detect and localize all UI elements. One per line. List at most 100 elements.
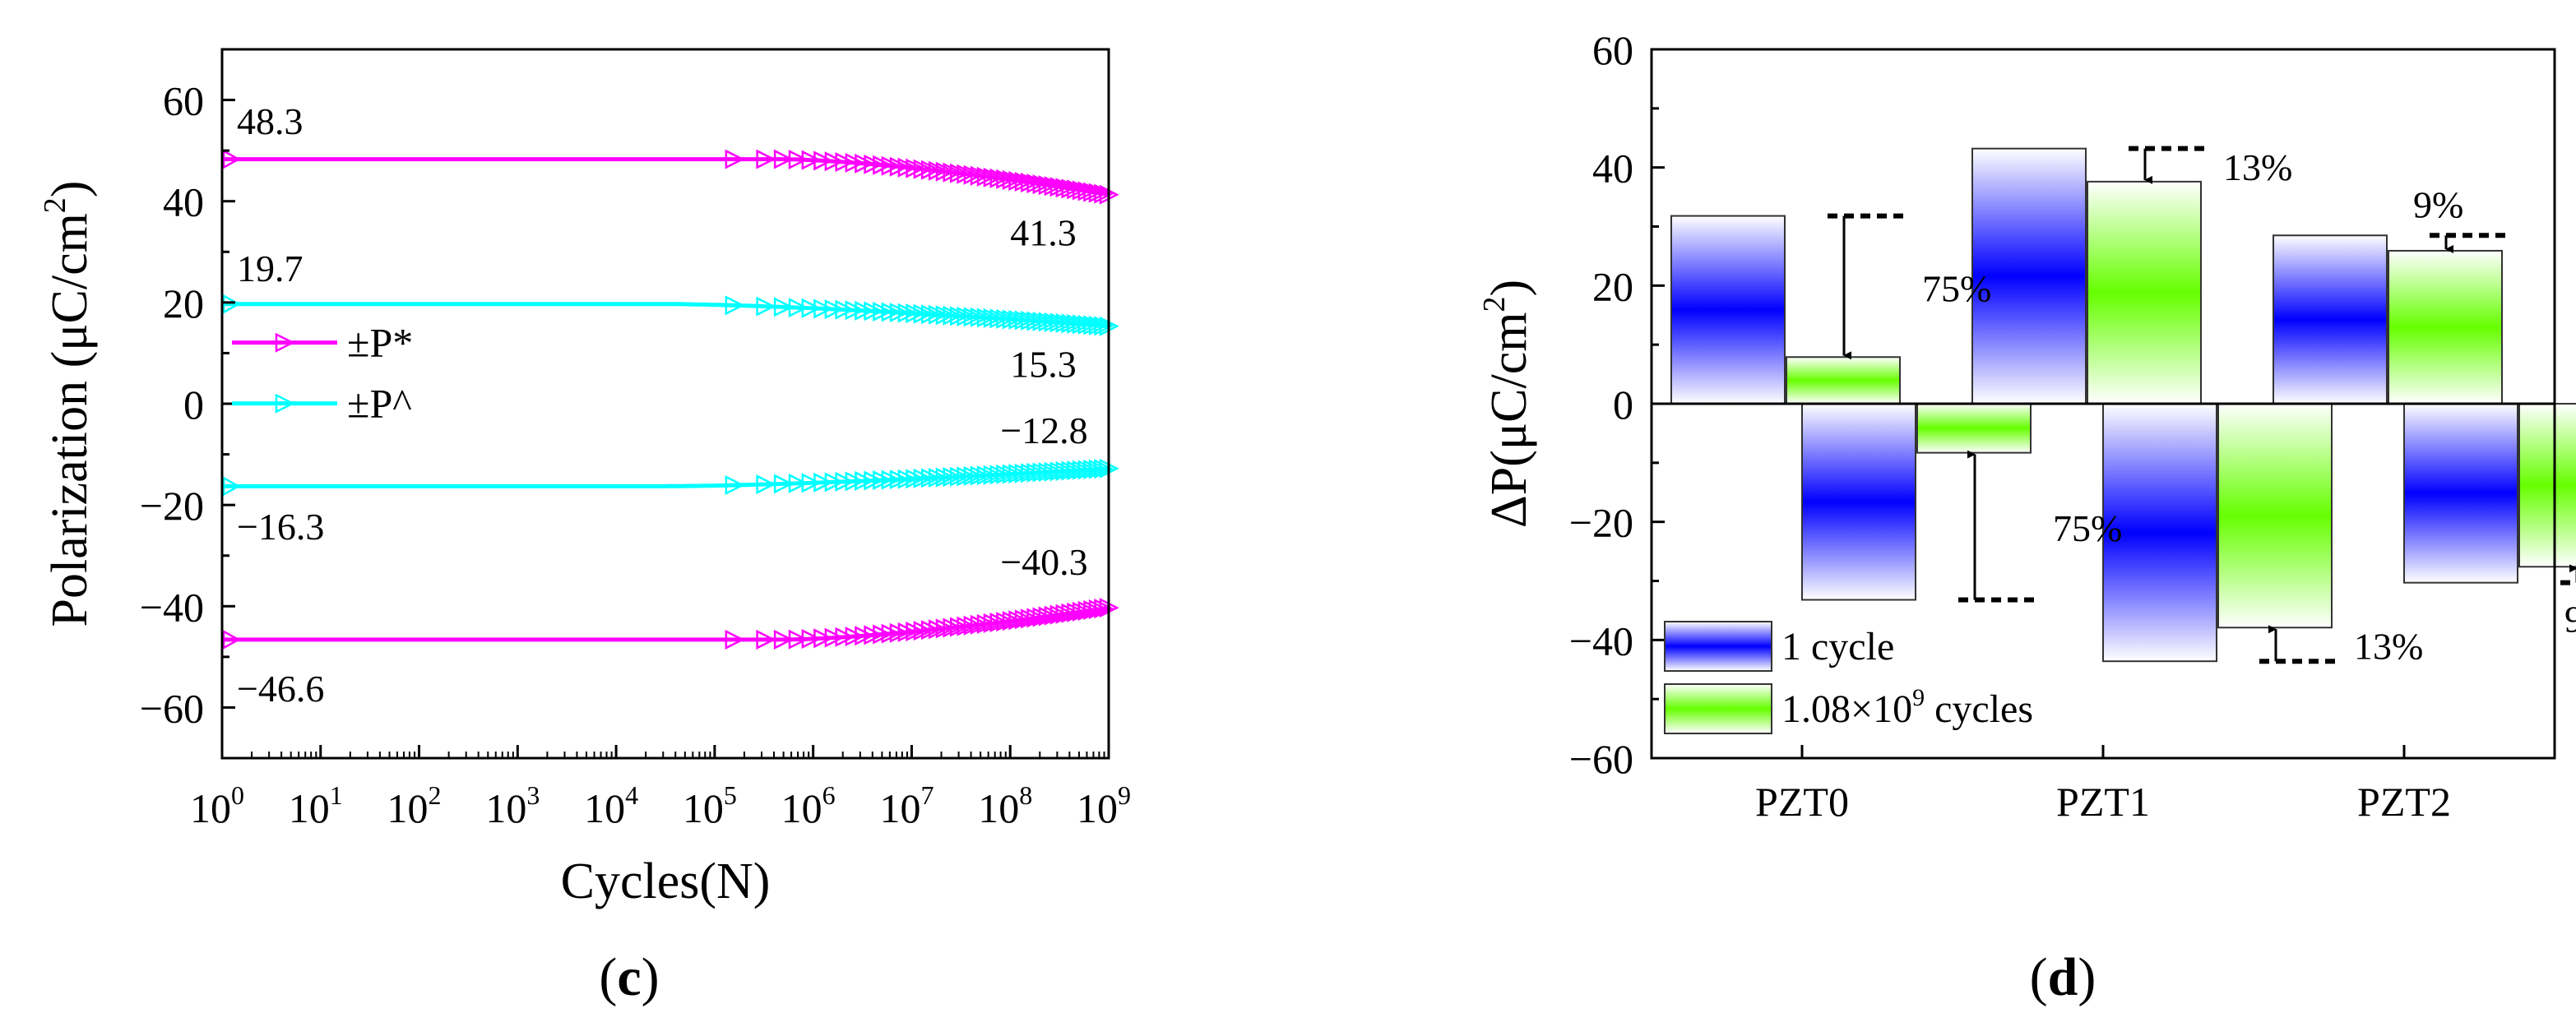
series-marker-c-2 [935,467,956,488]
series-marker-c-1 [1067,313,1087,334]
series-marker-c-2 [1026,462,1047,483]
series-marker-c-0 [957,164,977,184]
series-marker-c-3 [1032,607,1053,627]
series-marker-c-2 [996,464,1017,484]
series-marker-c-3 [1061,603,1082,623]
series-marker-c-1 [1032,311,1053,331]
series-marker-c-1 [1049,312,1070,333]
series-marker-c-1 [963,307,984,327]
series-marker-c-0 [725,149,745,169]
legend-c: ±P* ±P^ [232,320,413,427]
series-marker-c-3 [1044,605,1064,626]
series-marker-c-0 [1077,181,1098,201]
series-marker-c-1 [970,307,990,327]
series-marker-c-3 [773,629,794,650]
value-annotation-c: −40.3 [1000,541,1087,583]
x-tick-label-d: PZT0 [1755,779,1849,825]
series-marker-c-1 [1008,309,1029,330]
series-marker-c-2 [1083,459,1104,479]
bars-d [1670,147,2576,663]
series-marker-c-3 [788,629,808,650]
series-marker-c-0 [963,164,984,185]
value-annotation-c: −16.3 [237,506,324,548]
series-marker-c-3 [983,613,1003,633]
series-marker-c-1 [950,306,971,326]
series-marker-c-0 [773,149,794,169]
series-marker-c-2 [1094,459,1114,479]
series-marker-c-0 [1061,178,1082,199]
series-marker-c-1 [1026,311,1047,331]
series-marker-c-2 [1021,463,1041,483]
legend-marker-c [275,393,295,414]
delta-p-chart: −60 −40 −20 0 20 40 60 PZT0 PZT1 PZT2 75% 75% 13% 13… [1477,27,2576,825]
series-marker-c-0 [1014,171,1035,192]
series-marker-c-2 [1061,460,1082,481]
series-marker-c-3 [845,626,865,647]
legend-label-d: 1.08×109 cycles [1781,684,2033,731]
y-tick-label-d: −60 [1569,736,1633,782]
x-tick-label-c: 100 [190,780,244,831]
y-tick-label-d: 0 [1613,382,1633,428]
x-tick-label-c: 109 [1077,780,1131,831]
series-marker-c-2 [943,467,963,488]
series-marker-c-0 [1002,169,1022,190]
series-marker-c-1 [1038,312,1059,332]
series-marker-c-1 [788,298,808,318]
series-marker-c-3 [935,618,956,639]
series-marker-c-1 [983,308,1003,328]
series-marker-c-0 [1049,177,1070,197]
series-marker-c-1 [989,308,1010,329]
series-marker-c-1 [1088,315,1109,335]
series-marker-c-1 [1083,315,1104,335]
y-tick-label-c: −20 [140,483,204,529]
bar-pos-1 [2388,249,2503,405]
x-tick-label-c: 103 [485,780,540,831]
y-axis-label-c: Polarization (μC/cm2) [38,181,98,627]
percent-annotation-d: 9% [2564,599,2576,641]
series-marker-c-2 [756,474,776,495]
series-marker-c-1 [1055,312,1076,333]
series-marker-c-2 [813,472,834,493]
value-annotation-c: −12.8 [1000,409,1087,451]
series-marker-c-3 [222,629,241,650]
legend-swatch-d [1664,621,1772,672]
series-marker-c-1 [1002,309,1022,330]
series-marker-c-2 [989,465,1010,485]
series-marker-c-0 [824,151,845,172]
series-marker-c-2 [801,473,822,493]
series-marker-c-0 [835,152,855,173]
bar-neg-1 [2217,403,2333,629]
series-marker-c-3 [1038,606,1059,627]
polarization-series [222,149,1119,650]
series-marker-c-3 [824,627,845,648]
series-marker-c-2 [773,474,794,494]
y-tick-label-c: 60 [163,78,204,124]
series-marker-c-2 [976,465,997,486]
legend-marker-c [275,332,295,353]
series-marker-c-0 [1083,182,1104,202]
bar-neg-0 [2403,403,2518,584]
value-annotation-c: 41.3 [1010,212,1077,254]
series-marker-c-3 [1088,599,1109,620]
panel-label-d: (d) [2030,947,2096,1007]
bar-pos-1 [1786,356,1901,405]
series-marker-c-2 [725,475,745,496]
series-marker-c-0 [983,167,1003,187]
series-marker-c-2 [963,465,984,486]
series-marker-c-2 [1049,461,1070,482]
series-marker-c-3 [950,617,971,637]
bar-neg-1 [1916,403,2032,454]
series-marker-c-3 [957,616,977,636]
series-marker-c-0 [1094,183,1114,204]
legend-label-c: ±P* [347,320,413,366]
polarization-chart: −60 −40 −20 0 20 40 60 100 101 102 103 104 105 106 107… [38,48,1131,909]
series-marker-c-0 [1032,174,1053,195]
series-marker-c-1 [1077,314,1098,335]
y-tick-label-c: 0 [183,382,204,428]
x-tick-label-c: 106 [781,780,836,831]
percent-annotation-d: 75% [2053,507,2122,549]
series-marker-c-1 [801,298,822,318]
x-tick-label-c: 101 [289,780,343,831]
series-marker-c-0 [1021,173,1041,193]
series-marker-c-3 [996,612,1017,632]
